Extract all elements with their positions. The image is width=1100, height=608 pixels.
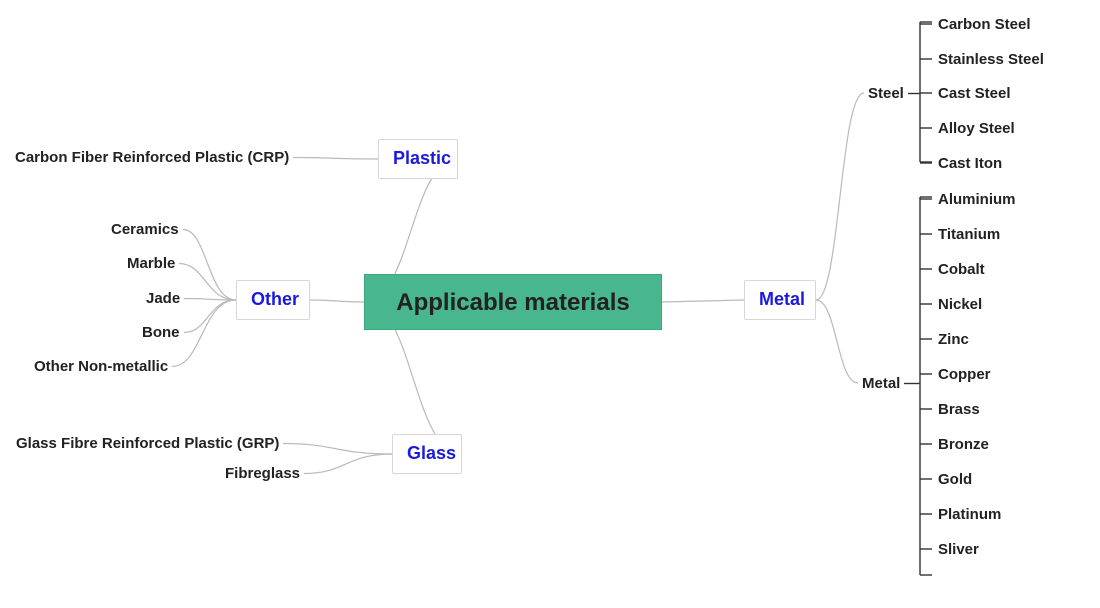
- leaf-metal2-4: Zinc: [938, 329, 969, 350]
- leaf-metal2-9: Platinum: [938, 504, 1001, 525]
- leaf-metal2-0: Aluminium: [938, 189, 1016, 210]
- branch-metal: Metal: [744, 280, 816, 320]
- leaf-glass-0: Glass Fibre Reinforced Plastic (GRP): [16, 433, 279, 454]
- branch-other: Other: [236, 280, 310, 320]
- subgroup-metal2-label: Metal: [862, 373, 900, 394]
- leaf-steel-1: Stainless Steel: [938, 49, 1044, 70]
- leaf-other-0: Ceramics: [111, 219, 179, 240]
- leaf-steel-4: Cast Iton: [938, 153, 1002, 174]
- leaf-metal2-5: Copper: [938, 364, 991, 385]
- leaf-steel-3: Alloy Steel: [938, 118, 1015, 139]
- leaf-metal2-3: Nickel: [938, 294, 982, 315]
- leaf-metal2-7: Bronze: [938, 434, 989, 455]
- subgroup-steel-label: Steel: [868, 83, 904, 104]
- branch-glass: Glass: [392, 434, 462, 474]
- leaf-other-2: Jade: [146, 288, 180, 309]
- leaf-metal2-8: Gold: [938, 469, 972, 490]
- leaf-glass-1: Fibreglass: [225, 463, 300, 484]
- leaf-other-3: Bone: [142, 322, 180, 343]
- leaf-other-1: Marble: [127, 253, 175, 274]
- leaf-metal2-1: Titanium: [938, 224, 1000, 245]
- leaf-steel-2: Cast Steel: [938, 83, 1011, 104]
- mindmap-stage: Applicable materials Plastic Other Glass…: [0, 0, 1100, 608]
- branch-plastic: Plastic: [378, 139, 458, 179]
- leaf-metal2-10: Sliver: [938, 539, 979, 560]
- leaf-metal2-6: Brass: [938, 399, 980, 420]
- leaf-steel-0: Carbon Steel: [938, 14, 1031, 35]
- leaf-other-4: Other Non-metallic: [34, 356, 168, 377]
- leaf-metal2-2: Cobalt: [938, 259, 985, 280]
- central-node: Applicable materials: [364, 274, 662, 330]
- leaf-plastic-0: Carbon Fiber Reinforced Plastic (CRP): [15, 147, 289, 168]
